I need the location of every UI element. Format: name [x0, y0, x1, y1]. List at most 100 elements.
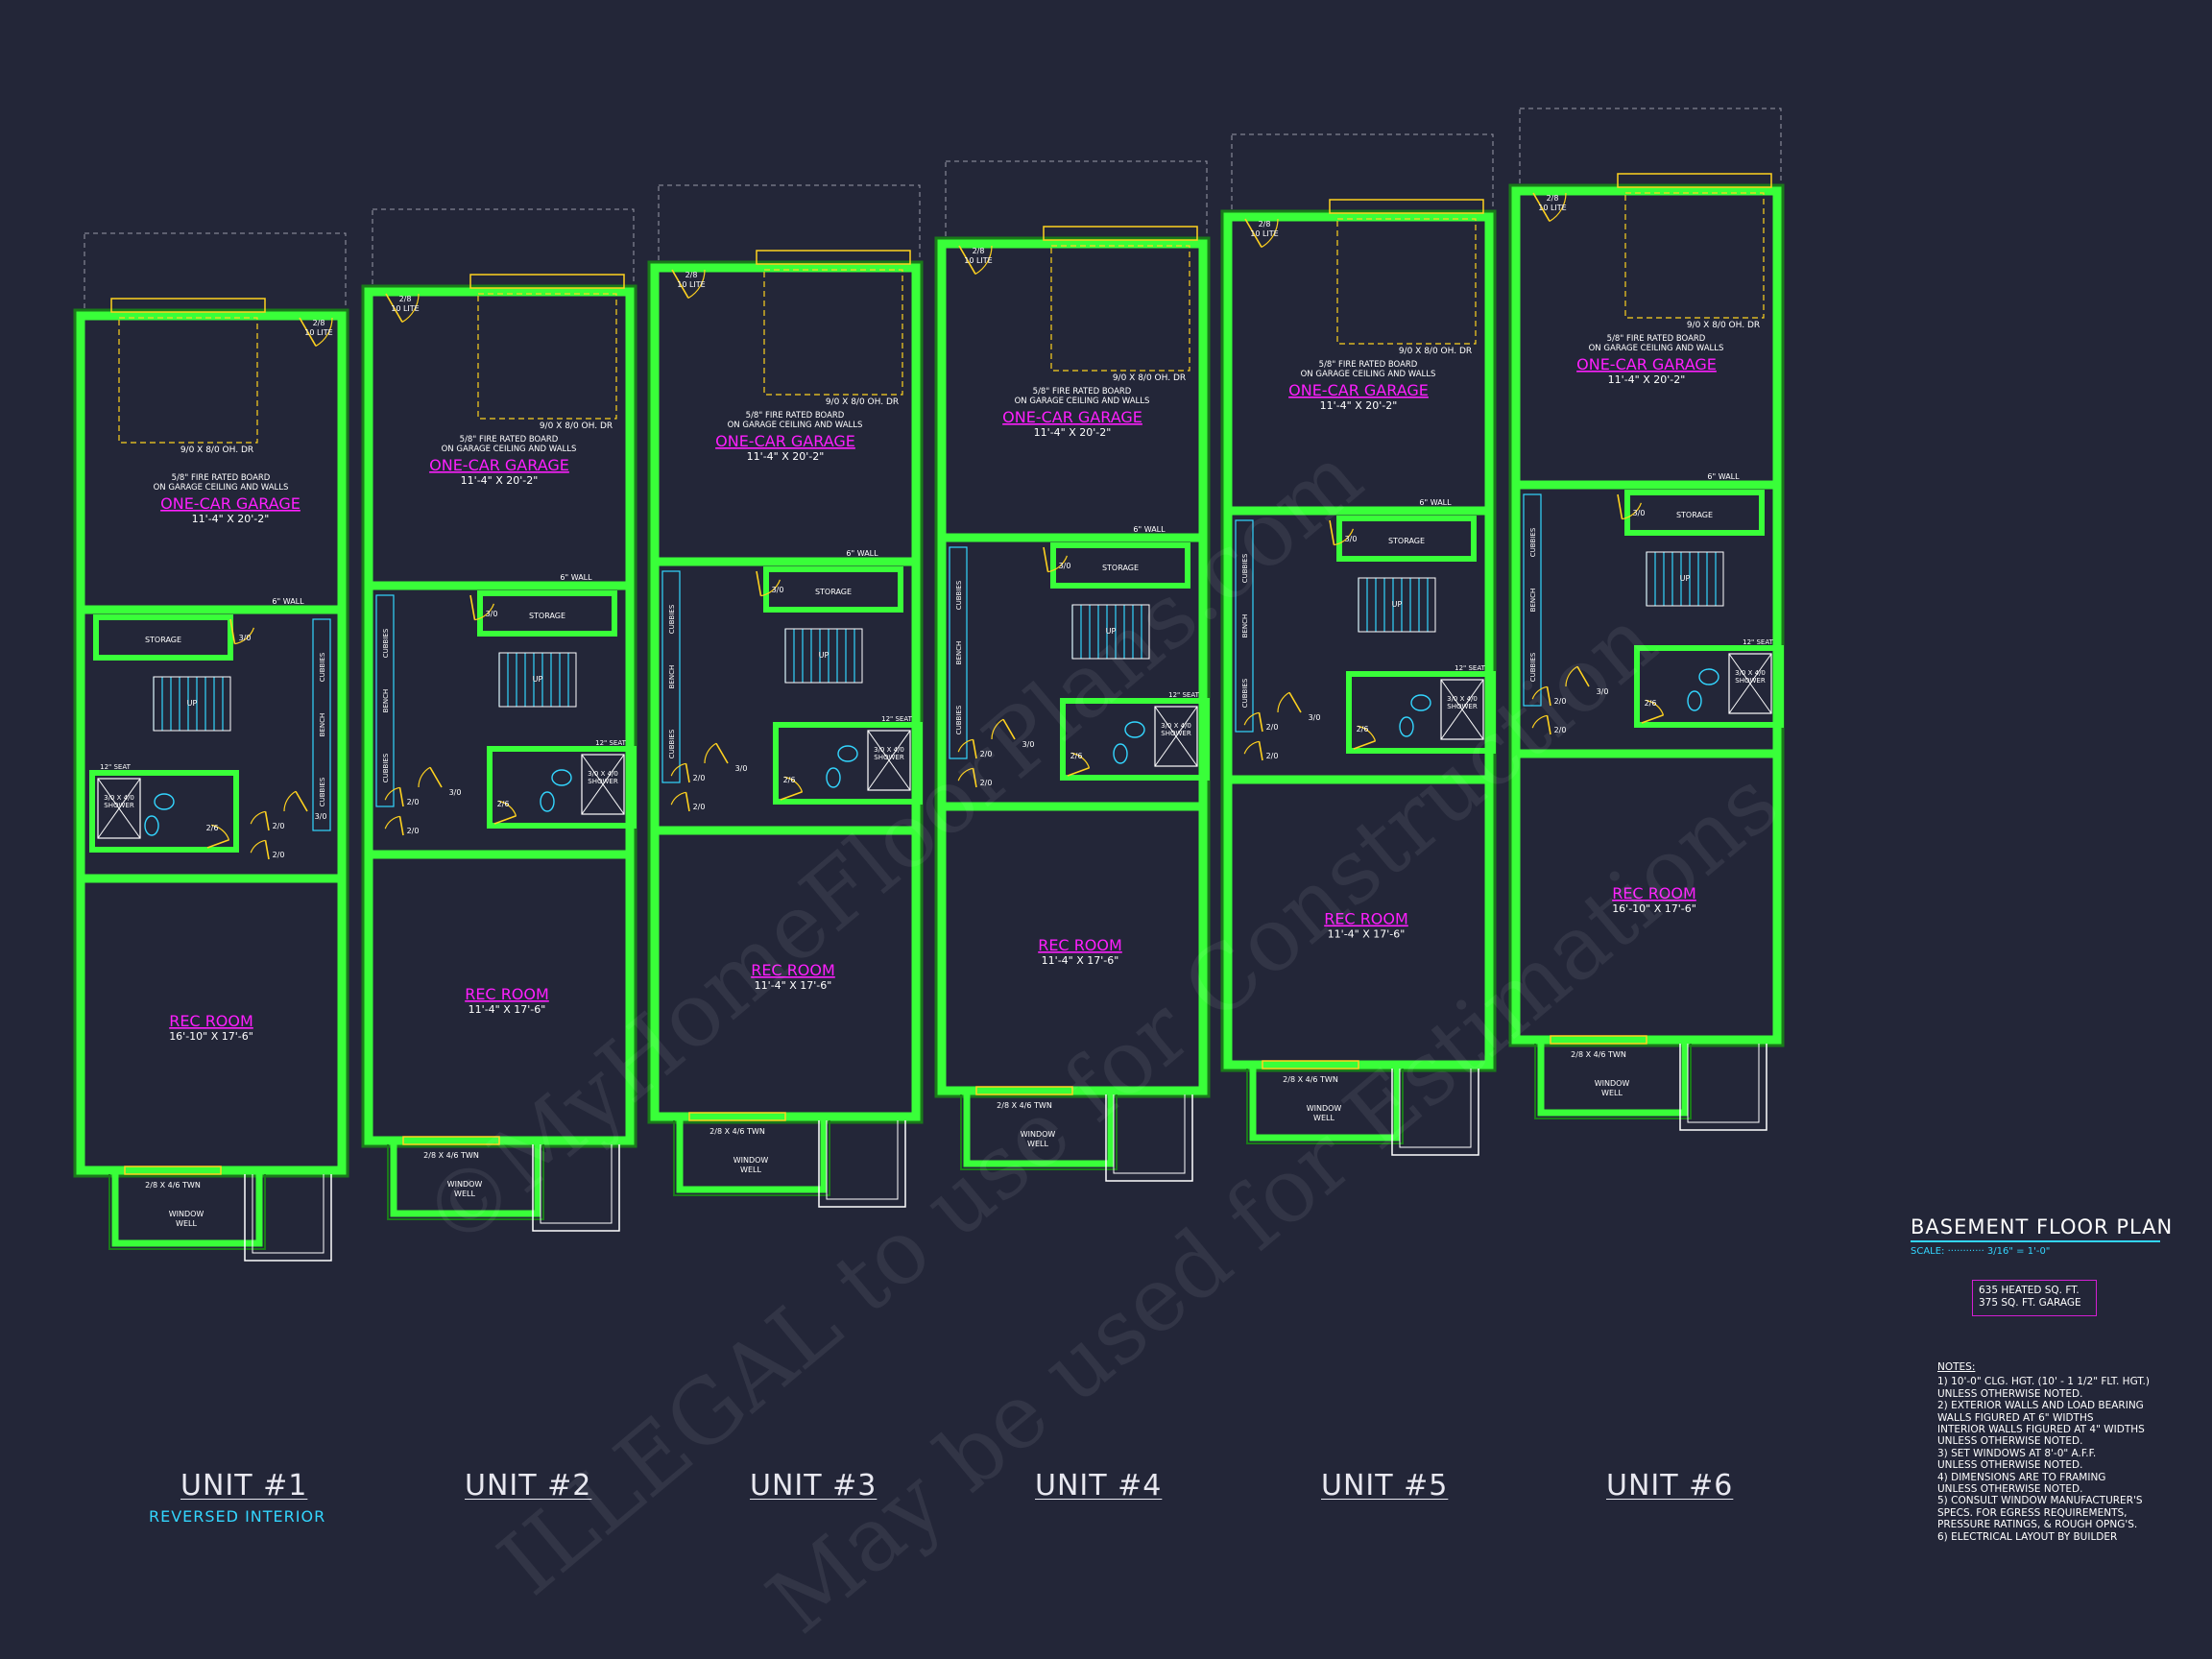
- patio-outline: [1679, 1044, 1767, 1131]
- garage-room-name: ONE-CAR GARAGE: [160, 494, 301, 513]
- exterior-wall: [76, 311, 347, 1175]
- entry-door-size: 2/8: [1547, 194, 1559, 203]
- patio-inner: [540, 1144, 613, 1224]
- sink: [837, 745, 858, 762]
- door-leaf: [1258, 741, 1263, 761]
- door-arc: [211, 824, 230, 841]
- note-line: INTERIOR WALLS FIGURED AT 4" WIDTHS: [1937, 1424, 2145, 1436]
- storage-label: STORAGE: [1388, 537, 1425, 545]
- door-arc: [1565, 665, 1578, 687]
- unit-4-label: UNIT #4: [1035, 1469, 1163, 1503]
- closet-door-1: [250, 810, 270, 831]
- plan-title: BASEMENT FLOOR PLAN: [1911, 1215, 2172, 1242]
- stair-outline: [1071, 604, 1150, 660]
- storage-door-size: 3/0: [1633, 509, 1646, 517]
- entry-door: [1532, 192, 1567, 222]
- garage-door-outline: [1624, 192, 1765, 319]
- entry-door-lite: 10 LITE: [964, 256, 992, 265]
- closet-door-size-2: 2/0: [1266, 752, 1279, 760]
- fire-board-note-2: ON GARAGE CEILING AND WALLS: [442, 445, 577, 454]
- door-leaf: [1043, 546, 1049, 572]
- wall-note: 6" WALL: [1133, 525, 1166, 534]
- garage-door-label: 9/0 X 8/0 OH. DR: [1399, 347, 1472, 356]
- patio-outline: [1105, 1094, 1193, 1182]
- window-well-outline: [673, 1120, 830, 1196]
- note-line: 5) CONSULT WINDOW MANUFACTURER'S: [1937, 1495, 2143, 1507]
- stair-outline: [1646, 551, 1724, 607]
- door-arc: [670, 791, 686, 805]
- hall-door: [704, 742, 729, 764]
- window-label: 2/8 X 4/6 TWN: [709, 1127, 765, 1136]
- closet-door-2: [250, 839, 270, 860]
- door-leaf: [685, 763, 690, 783]
- garage-door-outline: [118, 317, 258, 444]
- rec-room-name: REC ROOM: [1612, 884, 1696, 902]
- patio-outline: [532, 1144, 620, 1232]
- bathroom-walls: [1634, 645, 1784, 728]
- shower: [1154, 706, 1198, 767]
- bathroom-walls: [773, 722, 923, 805]
- bath-door: [493, 800, 517, 825]
- window-well-label: WINDOW: [169, 1210, 204, 1218]
- cubbies-column: [661, 570, 681, 783]
- notes-heading: NOTES:: [1937, 1361, 1976, 1373]
- bath-door: [1641, 699, 1665, 724]
- stair-up-label: UP: [187, 699, 198, 708]
- door-arc: [1047, 555, 1068, 573]
- garage-room-dims: 11'-4" X 20'-2": [461, 474, 539, 487]
- door-leaf: [1258, 712, 1263, 733]
- closet-door-size-2: 2/0: [980, 779, 993, 787]
- closet-door-size-2: 2/0: [693, 803, 706, 811]
- storage-door-size: 3/0: [1059, 562, 1071, 570]
- wall-note: 6" WALL: [272, 597, 304, 606]
- entry-door-lite: 10 LITE: [1538, 204, 1566, 212]
- entry-door-lite: 10 LITE: [677, 280, 705, 289]
- note-line: 4) DIMENSIONS ARE TO FRAMING: [1937, 1471, 2106, 1483]
- note-line: SPECS. FOR EGRESS REQUIREMENTS,: [1937, 1506, 2128, 1519]
- shower: [581, 754, 625, 815]
- door-leaf: [264, 811, 270, 831]
- window-well-label-2: WELL: [1313, 1114, 1334, 1122]
- sink: [1698, 668, 1719, 685]
- seat-label: 12" SEAT: [1743, 638, 1773, 646]
- bench-label: BENCH: [668, 665, 676, 689]
- note-line: 6) ELECTRICAL LAYOUT BY BUILDER: [1937, 1530, 2118, 1543]
- note-line: 3) SET WINDOWS AT 8'-0" A.F.F.: [1937, 1447, 2097, 1459]
- door-leaf: [1641, 714, 1664, 724]
- window-label: 2/8 X 4/6 TWN: [1283, 1075, 1338, 1084]
- unit-3-label: UNIT #3: [750, 1469, 878, 1503]
- window-label: 2/8 X 4/6 TWN: [997, 1101, 1052, 1110]
- cubbies-label: CUBBIES: [319, 652, 326, 682]
- general-notes: NOTES: 1) 10'-0" CLG. HGT. (10' - 1 1/2"…: [1937, 1361, 2168, 1543]
- garage-door-header: [1329, 199, 1484, 214]
- note-line: UNLESS OTHERWISE NOTED.: [1937, 1387, 2083, 1400]
- shower: [867, 730, 911, 791]
- bench-label: BENCH: [955, 641, 963, 665]
- shower: [97, 778, 141, 839]
- cubbies-label: CUBBIES: [382, 628, 390, 658]
- toilet: [1113, 743, 1128, 764]
- bath-door-size: 2/6: [497, 800, 510, 808]
- bathroom-walls: [487, 746, 637, 829]
- unit-1-label: UNIT #1: [180, 1469, 308, 1503]
- hall-door-size: 3/0: [735, 764, 748, 773]
- unit-5-plan: 9/0 X 8/0 OH. DR 2/810 LITE 5/8" FIRE RATE…: [1220, 133, 1497, 1156]
- fire-board-note: 5/8" FIRE RATED BOARD: [1033, 387, 1132, 397]
- closet-door-size: 2/0: [407, 798, 420, 806]
- hall-door: [283, 790, 308, 812]
- door-arc: [1243, 740, 1260, 755]
- cubbies-column: [1235, 519, 1254, 733]
- bath-door-size: 2/6: [206, 824, 219, 832]
- door-leaf: [493, 815, 517, 825]
- hall-door: [1565, 665, 1590, 687]
- storage-door-size: 3/0: [486, 610, 498, 618]
- unit-6-plan: 9/0 X 8/0 OH. DR 2/810 LITE 5/8" FIRE RATE…: [1508, 108, 1785, 1131]
- door-arc: [498, 800, 517, 817]
- unit-5-label: UNIT #5: [1321, 1469, 1449, 1503]
- hall-door: [418, 766, 443, 788]
- window-well-outline: [387, 1144, 544, 1220]
- cubbies-label-2: CUBBIES: [319, 777, 326, 806]
- unit-2-plan: 9/0 X 8/0 OH. DR 2/810 LITE 5/8" FIRE RATE…: [361, 208, 637, 1232]
- fire-board-note: 5/8" FIRE RATED BOARD: [746, 411, 845, 421]
- door-leaf: [685, 792, 690, 812]
